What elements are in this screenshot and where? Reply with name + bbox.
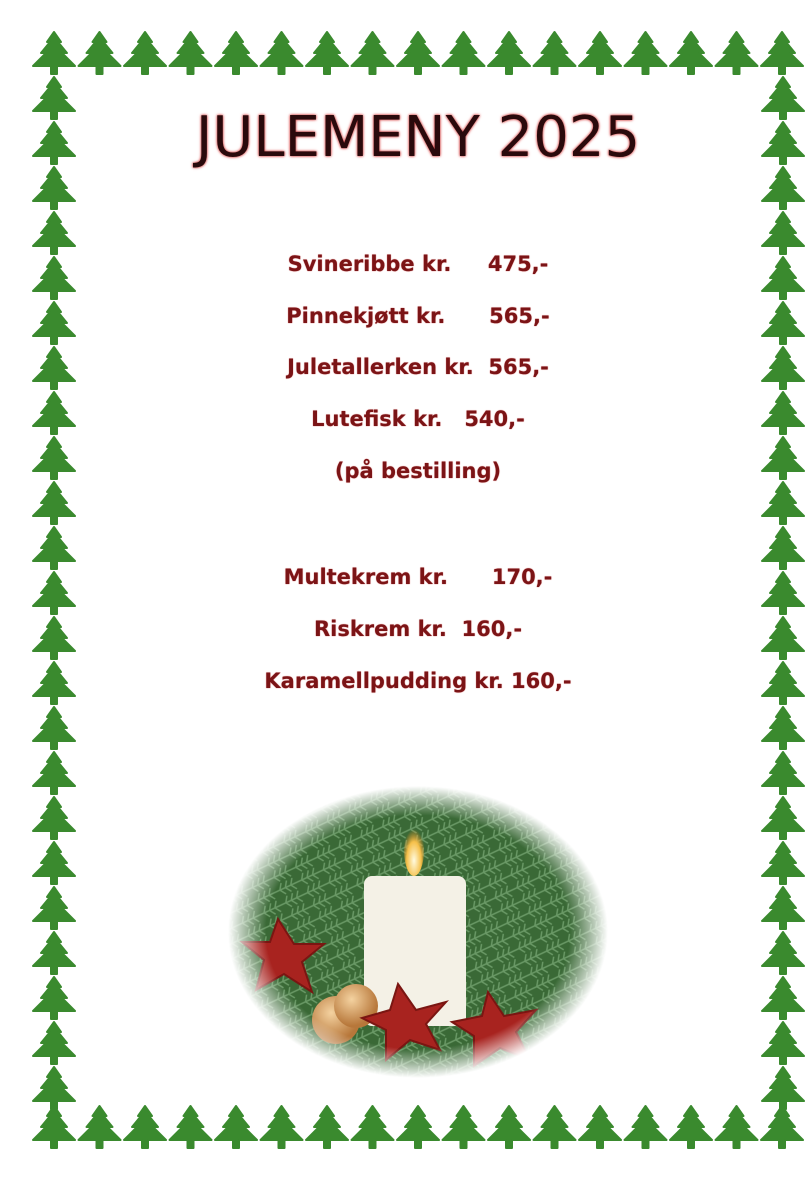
christmas-tree-icon	[623, 1105, 668, 1149]
christmas-tree-icon	[32, 931, 76, 975]
christmas-tree-icon	[32, 76, 76, 120]
flame	[404, 824, 424, 876]
christmas-tree-icon	[32, 211, 76, 255]
christmas-tree-icon	[305, 1105, 349, 1149]
christmas-tree-icon	[32, 841, 76, 885]
christmas-tree-icon	[32, 751, 76, 795]
christmas-tree-icon	[761, 121, 805, 165]
christmas-tree-icon	[441, 1105, 486, 1149]
christmas-tree-icon	[487, 1105, 531, 1149]
christmas-tree-icon	[761, 166, 805, 210]
candle-photo	[226, 784, 611, 1084]
christmas-tree-icon	[578, 31, 622, 75]
christmas-tree-icon	[32, 301, 76, 345]
christmas-tree-icon	[761, 301, 805, 345]
christmas-tree-icon	[32, 166, 76, 210]
menu-item: Multekrem kr. 170,-	[283, 565, 553, 589]
christmas-tree-icon	[761, 931, 805, 975]
christmas-tree-icon	[761, 796, 805, 840]
christmas-tree-icon	[32, 391, 76, 435]
menu-item: Riskrem kr. 160,-	[313, 617, 523, 641]
menu-item: Juletallerken kr. 565,-	[287, 355, 549, 379]
christmas-tree-icon	[761, 481, 805, 525]
menu-item: Svineribbe kr. 475,-	[287, 252, 549, 276]
christmas-tree-icon	[669, 31, 713, 75]
christmas-tree-icon	[77, 1105, 122, 1149]
christmas-tree-icon	[77, 31, 122, 75]
menu-item: Karamellpudding kr. 160,-	[264, 669, 572, 693]
christmas-tree-icon	[761, 391, 805, 435]
christmas-tree-icon	[32, 1066, 76, 1110]
christmas-tree-icon	[761, 1066, 805, 1110]
christmas-tree-icon	[32, 256, 76, 300]
christmas-tree-icon	[714, 1105, 759, 1149]
christmas-tree-icon	[532, 31, 577, 75]
christmas-tree-icon	[396, 1105, 440, 1149]
red-star-icon	[239, 916, 327, 995]
menu-note: (på bestilling)	[334, 459, 502, 483]
christmas-tree-icon	[214, 31, 258, 75]
christmas-tree-icon	[761, 436, 805, 480]
christmas-tree-icon	[623, 31, 668, 75]
christmas-tree-icon	[761, 571, 805, 615]
christmas-tree-icon	[350, 31, 395, 75]
christmas-tree-icon	[32, 31, 76, 75]
christmas-tree-icon	[760, 31, 804, 75]
red-star-icon	[449, 989, 539, 1068]
christmas-tree-icon	[32, 976, 76, 1020]
christmas-tree-icon	[761, 886, 805, 930]
christmas-tree-icon	[32, 1021, 76, 1065]
christmas-tree-icon	[761, 976, 805, 1020]
christmas-tree-icon	[487, 31, 531, 75]
christmas-tree-icon	[123, 1105, 167, 1149]
christmas-tree-icon	[168, 1105, 213, 1149]
christmas-tree-icon	[32, 706, 76, 750]
christmas-tree-icon	[32, 796, 76, 840]
christmas-tree-icon	[32, 121, 76, 165]
christmas-tree-icon	[32, 346, 76, 390]
christmas-tree-icon	[761, 661, 805, 705]
christmas-tree-icon	[761, 706, 805, 750]
christmas-tree-icon	[760, 1105, 804, 1149]
christmas-tree-icon	[578, 1105, 622, 1149]
christmas-tree-icon	[761, 211, 805, 255]
christmas-tree-icon	[32, 526, 76, 570]
page-title: JULEMENY 2025	[195, 105, 641, 170]
christmas-tree-icon	[761, 346, 805, 390]
christmas-tree-icon	[761, 76, 805, 120]
christmas-tree-icon	[396, 31, 440, 75]
christmas-tree-icon	[350, 1105, 395, 1149]
menu-item: Pinnekjøtt kr. 565,-	[286, 304, 550, 328]
christmas-tree-icon	[761, 526, 805, 570]
christmas-tree-icon	[123, 31, 167, 75]
christmas-tree-icon	[761, 751, 805, 795]
christmas-tree-icon	[259, 1105, 304, 1149]
christmas-tree-icon	[168, 31, 213, 75]
christmas-tree-icon	[761, 616, 805, 660]
christmas-tree-icon	[305, 31, 349, 75]
christmas-tree-icon	[32, 571, 76, 615]
christmas-tree-icon	[32, 481, 76, 525]
menu-item: Lutefisk kr. 540,-	[311, 407, 525, 431]
christmas-tree-icon	[32, 1105, 76, 1149]
christmas-tree-icon	[32, 436, 76, 480]
christmas-tree-icon	[441, 31, 486, 75]
christmas-tree-icon	[761, 841, 805, 885]
christmas-tree-icon	[714, 31, 759, 75]
christmas-tree-icon	[214, 1105, 258, 1149]
christmas-tree-icon	[669, 1105, 713, 1149]
red-star-icon	[359, 981, 450, 1063]
candle	[364, 876, 466, 1026]
christmas-tree-icon	[259, 31, 304, 75]
christmas-tree-icon	[532, 1105, 577, 1149]
christmas-tree-icon	[761, 256, 805, 300]
christmas-tree-icon	[761, 1021, 805, 1065]
christmas-tree-icon	[32, 886, 76, 930]
christmas-tree-icon	[32, 616, 76, 660]
christmas-tree-icon	[32, 661, 76, 705]
